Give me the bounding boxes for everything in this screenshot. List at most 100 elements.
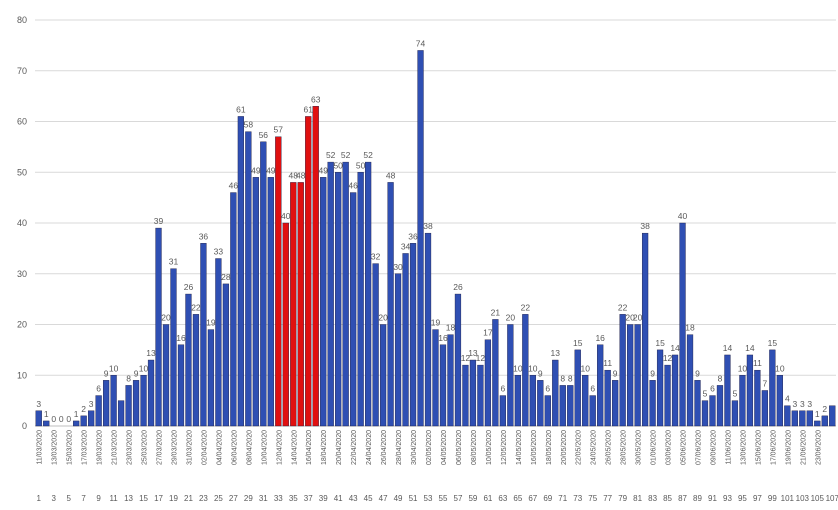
data-label: 4 [785,394,790,404]
date-label: 11/06/2020 [725,430,732,465]
bar [365,161,372,427]
data-label: 0 [59,414,64,424]
date-label: 24/05/2020 [591,430,598,465]
data-label: 17 [483,328,493,338]
data-label: 10 [513,363,523,373]
date-label: 19/03/2020 [97,430,104,465]
data-label: 0 [51,414,56,424]
bar [335,172,342,427]
date-label: 07/06/2020 [696,430,703,465]
data-label: 8 [560,373,565,383]
x-tick-label: 17 [154,494,163,503]
date-label: 26/04/2020 [381,430,388,465]
data-label: 15 [655,338,665,348]
date-label: 05/06/2020 [681,430,688,465]
data-label: 3 [89,399,94,409]
bar [162,324,170,427]
data-label: 1 [44,409,49,419]
date-label: 02/05/2020 [426,430,433,465]
bar [372,263,379,427]
date-label: 27/03/2020 [157,430,164,465]
x-tick-label: 89 [693,494,702,503]
data-label: 20 [506,313,516,323]
data-label: 5 [733,389,738,399]
bar [140,375,147,427]
date-label: 10/04/2020 [261,430,268,465]
x-tick-label: 91 [708,494,717,503]
bar [394,273,402,427]
x-tick-label: 43 [349,494,358,503]
date-label: 30/05/2020 [636,430,643,465]
bar [724,354,731,427]
x-tick-label: 31 [259,494,268,503]
date-label: 10/05/2020 [486,430,493,465]
data-label: 5 [703,389,708,399]
x-tick-label: 69 [543,494,552,503]
data-label: 36 [408,231,418,241]
date-label: 25/03/2020 [142,430,149,465]
date-label: 17/03/2020 [82,430,89,465]
data-label: 9 [695,368,700,378]
bar [537,380,544,427]
data-label: 1 [815,409,820,419]
bar [207,329,215,427]
data-label: 20 [633,313,643,323]
date-label: 26/05/2020 [606,430,613,465]
bar [357,172,364,427]
date-label: 08/04/2020 [246,430,253,465]
data-label: 10 [528,363,538,373]
date-label: 20/05/2020 [561,430,568,465]
bar [110,375,117,427]
bar [469,359,477,427]
data-label: 61 [304,104,314,114]
bar [806,410,813,427]
data-label: 40 [281,211,291,221]
bar [73,420,80,427]
x-tick-label: 93 [723,494,732,503]
data-label: 22 [521,302,531,312]
x-tick-label: 37 [304,494,313,503]
bar [447,334,454,427]
data-label: 52 [363,150,373,160]
date-label: 04/05/2020 [441,430,448,465]
data-labels: 310 0 012369108910133920311626223619332846… [36,38,827,424]
bar [829,405,836,427]
data-label: 40 [678,211,688,221]
bar [155,227,162,427]
data-label: 49 [266,165,276,175]
data-label: 2 [81,404,86,414]
bar [80,415,87,427]
x-tick-label: 57 [454,494,463,503]
data-label: 3 [800,399,805,409]
data-label: 3 [36,399,41,409]
y-tick-label: 40 [17,218,27,228]
date-label: 09/06/2020 [710,430,717,465]
data-label: 39 [154,216,164,226]
data-label: 7 [763,378,768,388]
data-label: 8 [126,373,131,383]
data-label: 18 [446,323,456,333]
bar [267,177,274,427]
data-label: 13 [551,348,561,358]
data-label: 12 [663,353,673,363]
x-tick-label: 11 [109,494,118,503]
data-label: 52 [326,150,336,160]
x-tick-label: 15 [139,494,148,503]
data-label: 15 [573,338,583,348]
x-tick-label: 47 [379,494,388,503]
bar [260,141,267,427]
data-label: 48 [289,170,299,180]
x-tick-label: 7 [81,494,86,503]
data-label: 21 [491,307,501,317]
data-label: 36 [199,231,209,241]
bar [597,344,604,427]
data-label: 61 [236,104,246,114]
x-tick-label: 95 [738,494,747,503]
data-label: 20 [625,313,635,323]
bar [686,334,694,427]
date-label: 15/03/2020 [67,430,74,465]
date-label: 01/06/2020 [651,430,658,465]
bar [305,116,312,427]
data-label: 30 [393,262,403,272]
data-label: 38 [640,221,650,231]
